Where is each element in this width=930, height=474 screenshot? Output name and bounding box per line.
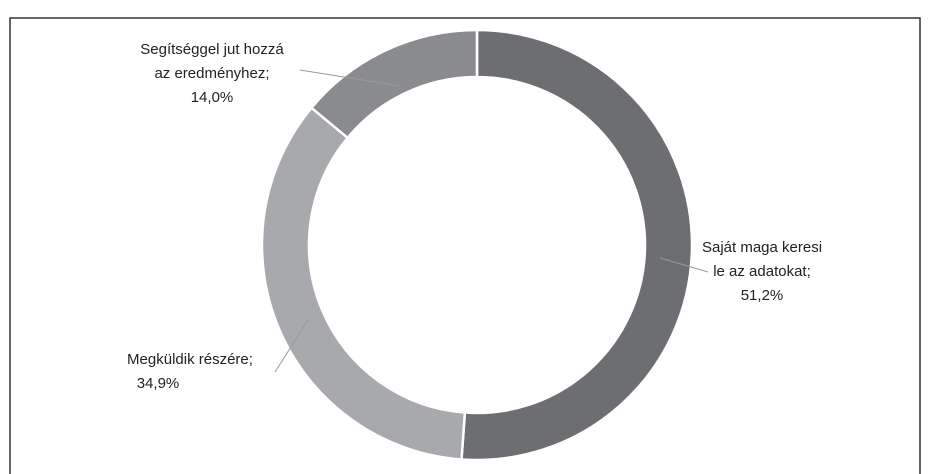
segment-label: Segítséggel jut hozzá (140, 41, 284, 58)
value-label: 51,2% (741, 287, 784, 304)
leader-line (274, 319, 309, 373)
donut-segment (460, 28, 694, 462)
segment-label: Saját maga keresi (702, 239, 822, 256)
leader-line (299, 69, 401, 87)
chart-frame (9, 17, 921, 474)
donut-segment (309, 28, 479, 140)
segment-label: Megküldik részére; (127, 351, 253, 368)
value-label: 14,0% (191, 89, 234, 106)
segment-label: le az adatokat; (713, 263, 811, 280)
leader-line (659, 257, 709, 273)
value-label: 34,9% (137, 375, 180, 392)
segment-label: az eredményhez; (154, 65, 269, 82)
donut-segment (260, 106, 467, 461)
